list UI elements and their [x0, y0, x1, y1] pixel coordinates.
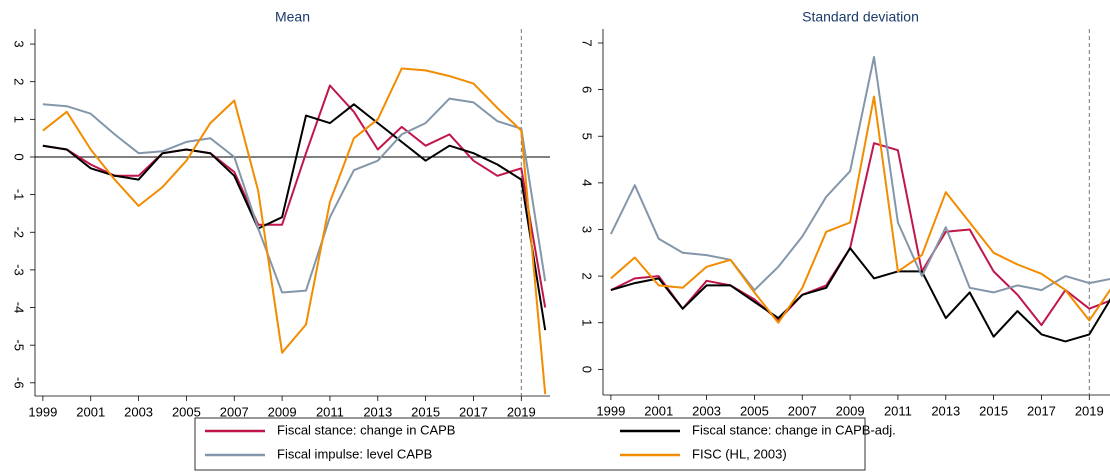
y-tick-label: 3 [580, 226, 595, 233]
y-tick-label: -5 [12, 339, 27, 351]
legend-label: Fiscal stance: change in CAPB [277, 422, 455, 437]
x-tick-label: 2011 [884, 403, 912, 418]
x-tick-label: 2007 [220, 404, 249, 419]
legend-box [194, 417, 866, 471]
x-tick-label: 2009 [268, 404, 297, 419]
y-tick-label: -2 [12, 226, 27, 238]
x-tick-label: 2013 [363, 404, 392, 419]
y-tick-label: 3 [12, 40, 27, 47]
legend-label: Fiscal impulse: level CAPB [277, 446, 432, 461]
x-tick-label: 2015 [411, 404, 440, 419]
y-tick-label: -4 [12, 302, 27, 314]
y-tick-label: 1 [580, 319, 595, 326]
x-tick-label: 2001 [76, 404, 105, 419]
x-tick-label: 2017 [1027, 403, 1056, 418]
chart-title: Standard deviation [802, 9, 919, 25]
series-line [610, 247, 1110, 343]
y-tick-label: 2 [12, 78, 27, 85]
x-tick-label: 2011 [316, 404, 344, 419]
x-tick-label: 2003 [692, 403, 721, 418]
x-tick-label: 2017 [459, 404, 488, 419]
x-tick-label: 2001 [644, 403, 673, 418]
y-tick-label: 0 [580, 366, 595, 373]
x-tick-label: 2019 [1075, 403, 1104, 418]
y-tick-label: -1 [12, 189, 27, 201]
series-line [610, 56, 1110, 294]
y-tick-label: 0 [12, 153, 27, 160]
x-tick-label: 2019 [507, 404, 536, 419]
x-tick-label: 2007 [788, 403, 817, 418]
series-line [42, 97, 547, 294]
x-tick-label: 2003 [124, 404, 153, 419]
y-tick-label: 6 [580, 86, 595, 93]
x-tick-label: 2015 [979, 403, 1008, 418]
y-tick-label: 5 [580, 133, 595, 140]
legend-label: FISC (HL, 2003) [692, 446, 787, 461]
y-tick-label: -3 [12, 264, 27, 276]
x-tick-label: 2005 [740, 403, 769, 418]
chart-title: Mean [275, 9, 310, 25]
y-tick-label: 7 [580, 39, 595, 46]
y-tick-label: -6 [12, 377, 27, 389]
x-tick-label: 2005 [172, 404, 201, 419]
series-line [610, 95, 1110, 324]
y-tick-label: 1 [12, 116, 27, 123]
series-line [42, 84, 547, 308]
x-tick-label: 2009 [836, 403, 865, 418]
series-line [610, 142, 1110, 327]
y-tick-label: 4 [580, 179, 595, 186]
y-tick-label: 2 [580, 272, 595, 279]
x-tick-label: 2013 [931, 403, 960, 418]
x-tick-label: 1999 [28, 404, 57, 419]
x-tick-label: 1999 [596, 403, 625, 418]
series-line [42, 103, 547, 331]
series-line [42, 67, 547, 395]
legend-label: Fiscal stance: change in CAPB-adj. [692, 422, 896, 437]
